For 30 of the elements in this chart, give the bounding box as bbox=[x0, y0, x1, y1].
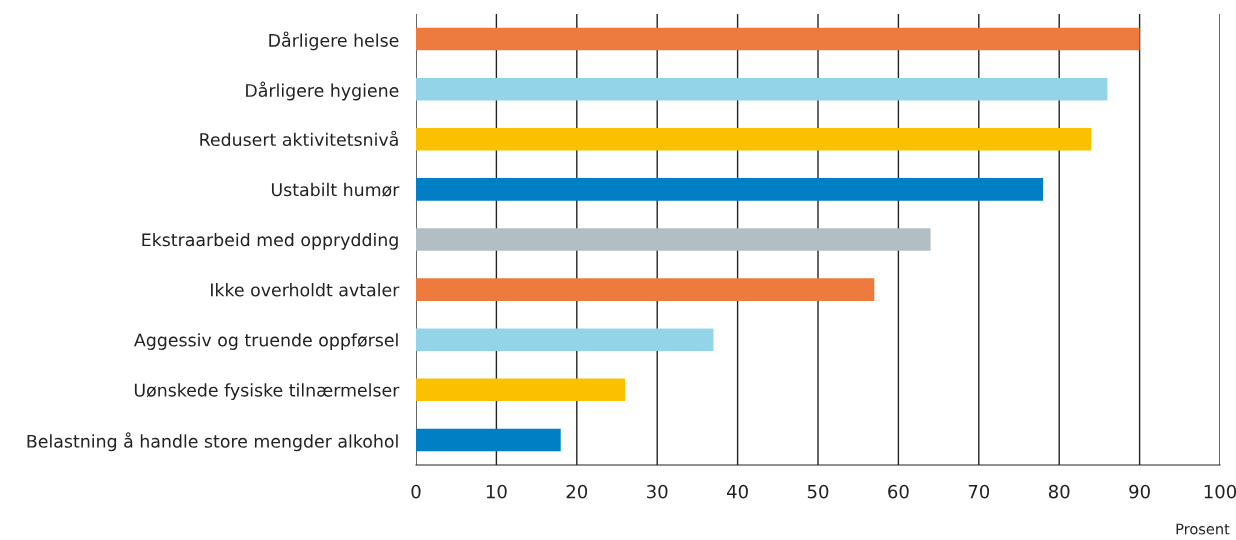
x-tick-label: 100 bbox=[1204, 484, 1236, 499]
bar bbox=[416, 178, 1044, 201]
x-tick-label: 70 bbox=[968, 484, 990, 499]
bar bbox=[416, 428, 561, 452]
x-tick-label: 80 bbox=[1048, 484, 1070, 499]
x-tick-label: 20 bbox=[566, 484, 588, 499]
bar bbox=[416, 328, 714, 351]
y-tick-label: Uønskede fysiske tilnærmelser bbox=[134, 383, 400, 401]
x-tick-label: 0 bbox=[411, 484, 421, 499]
x-tick-label: 30 bbox=[647, 484, 668, 499]
y-tick-label: Aggessiv og truende oppførsel bbox=[134, 333, 398, 350]
x-tick-label: 90 bbox=[1129, 484, 1150, 499]
bar bbox=[416, 128, 1092, 151]
bar bbox=[416, 77, 1108, 101]
y-tick-label: Redusert aktivitetsnivå bbox=[200, 130, 398, 147]
bar bbox=[416, 27, 1140, 51]
x-tick-label: 50 bbox=[807, 484, 829, 499]
x-tick-label: 40 bbox=[727, 484, 748, 499]
x-axis-title: Prosent bbox=[1176, 523, 1230, 535]
bar bbox=[416, 228, 931, 251]
x-tick-label: 60 bbox=[888, 484, 909, 499]
bar bbox=[416, 378, 626, 402]
y-tick-label: Dårligere helse bbox=[269, 31, 399, 51]
bar bbox=[416, 278, 875, 301]
y-tick-label: Dårligere hygiene bbox=[246, 81, 399, 101]
y-tick-label: Belastning å handle store mengder alkohol bbox=[27, 432, 398, 452]
y-tick-label: Ustabilt humør bbox=[271, 182, 400, 197]
x-tick-label: 10 bbox=[486, 484, 507, 499]
y-tick-label: Ekstraarbeid med opprydding bbox=[142, 232, 398, 250]
y-tick-label: Ikke overholdt avtaler bbox=[211, 283, 400, 297]
